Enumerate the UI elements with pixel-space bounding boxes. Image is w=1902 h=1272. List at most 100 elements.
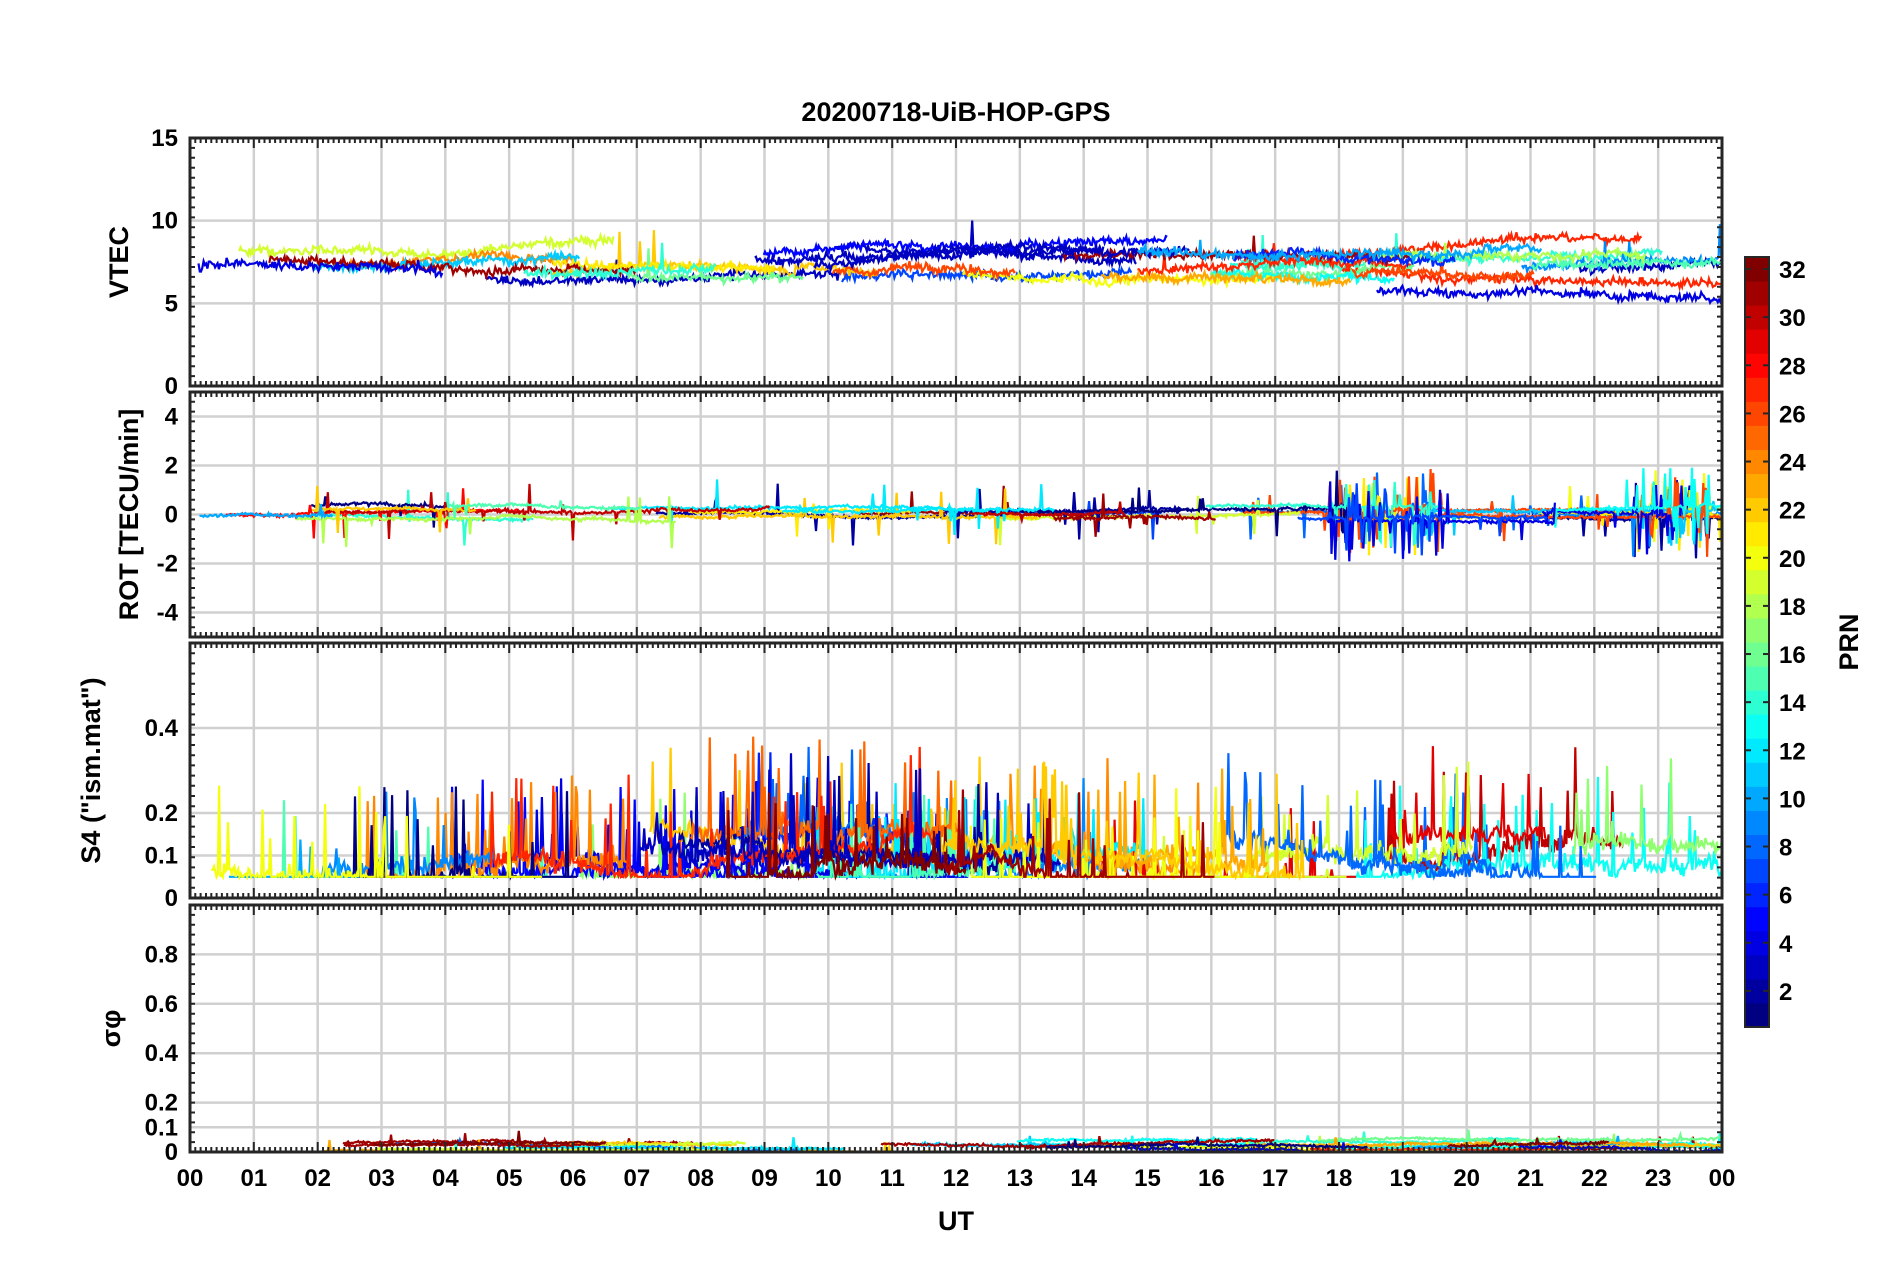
trace-prn-31 (268, 252, 637, 282)
colorbar-tick-label: 4 (1779, 931, 1793, 958)
trace-prn-22 (943, 761, 1305, 881)
x-tick-label: 11 (879, 1165, 904, 1192)
y-axis-label-vtec: VTEC (104, 226, 134, 298)
colorbar-tick-label: 24 (1779, 450, 1806, 477)
panel-rot: -4 -2 0 2 4 ROT [TECU/min] (114, 390, 1724, 639)
colorbar-tick-label: 32 (1779, 257, 1806, 284)
x-axis-label: UT (938, 1206, 974, 1236)
trace-prn-31 (1053, 493, 1216, 537)
x-tick-label: 16 (1198, 1165, 1225, 1192)
colorbar-label: PRN (1834, 613, 1864, 670)
trace-prn-23 (1251, 1137, 1690, 1150)
x-tick-label: 06 (560, 1165, 587, 1192)
colorbar-swatch (1745, 425, 1769, 450)
trace-prn-10 (199, 503, 334, 521)
y-tick-label: -2 (157, 551, 178, 578)
axis-frame (188, 390, 1724, 639)
y-tick-label: 0.2 (145, 800, 178, 827)
colorbar-tick-label: 2 (1779, 979, 1792, 1006)
trace-prn-19 (584, 1140, 746, 1149)
colorbar-swatch (1745, 714, 1769, 739)
trace-prn-31 (942, 789, 1215, 880)
x-tick-label: 01 (240, 1165, 267, 1192)
trace-prn-4 (197, 256, 444, 279)
colorbar-swatch (1745, 906, 1769, 932)
y-axis-label-rot: ROT [TECU/min] (114, 409, 144, 620)
y-tick-label: 0.2 (145, 1090, 178, 1117)
trace-prn-26 (1351, 261, 1535, 284)
trace-prn-16 (1321, 1129, 1722, 1145)
x-tick-label: 04 (432, 1165, 459, 1192)
colorbar-swatch (1745, 521, 1769, 547)
colorbar-tick-label: 28 (1779, 353, 1806, 380)
colorbar-tick-label: 12 (1779, 738, 1806, 765)
chart-title: 20200718-UiB-HOP-GPS (801, 97, 1110, 127)
y-tick-label: 0.1 (145, 1114, 178, 1141)
trace-prn-14 (1205, 479, 1443, 547)
y-tick-label: 0 (165, 885, 178, 912)
trace-prn-19 (1247, 761, 1474, 868)
x-tick-label: 08 (687, 1165, 714, 1192)
trace-prn-30 (971, 501, 1126, 525)
trace-prn-5 (762, 232, 1168, 261)
trace-prn-6 (1231, 245, 1456, 269)
colorbar-swatch (1745, 1002, 1769, 1028)
trace-prn-17 (1572, 758, 1722, 856)
axis-frame (188, 641, 1724, 900)
colorbar-tick-label: 18 (1779, 594, 1806, 621)
colorbar-tick-label: 26 (1779, 401, 1806, 428)
y-tick-label: 2 (165, 453, 178, 480)
trace-prn-22 (658, 488, 1038, 545)
x-tick-label: 22 (1581, 1165, 1608, 1192)
trace-prn-22 (311, 485, 477, 534)
axis-frame (188, 903, 1724, 1154)
y-tick-label: 15 (151, 125, 178, 152)
trace-prn-12 (782, 484, 989, 536)
x-tick-label: 21 (1517, 1165, 1544, 1192)
colorbar-frame (1744, 256, 1770, 1028)
y-axis-label-s4: S4 ("ism.mat") (76, 677, 106, 863)
x-tick-label: 20 (1453, 1165, 1480, 1192)
y-tick-label: 0.1 (145, 843, 178, 870)
trace-prn-4 (1541, 484, 1684, 555)
colorbar-swatch (1745, 377, 1769, 402)
x-tick-label: 18 (1326, 1165, 1353, 1192)
trace-prn-3 (813, 220, 1190, 274)
x-tick-label: 07 (623, 1165, 650, 1192)
x-tick-label: 00 (177, 1165, 204, 1192)
colorbar-swatch (1745, 858, 1769, 884)
y-tick-label: 10 (151, 208, 178, 235)
panel-s4: 0 0.1 0.2 0.4 S4 ("ism.mat") (76, 641, 1724, 912)
panel-vtec: 0 5 10 15 VTEC (104, 125, 1724, 400)
trace-prn-23 (1100, 268, 1352, 289)
colorbar-swatch (1745, 666, 1769, 691)
trace-prn-32 (372, 1130, 607, 1147)
colorbar-tick-label: 14 (1779, 690, 1806, 717)
trace-prn-4 (1326, 481, 1556, 562)
colorbar-tick-label: 8 (1779, 835, 1792, 862)
trace-prn-1 (1045, 1136, 1368, 1151)
trace-prn-10 (1136, 239, 1543, 266)
trace-prn-15 (1531, 255, 1722, 274)
y-tick-label: 5 (165, 290, 178, 317)
panel-sigma_phi: 00.10.2 0.4 0.6 0.8 σφ (96, 903, 1724, 1166)
x-tick-label: 12 (943, 1165, 970, 1192)
trace-prn-15 (448, 499, 641, 519)
x-tick-label: 15 (1134, 1165, 1161, 1192)
y-tick-label: 0.4 (145, 715, 179, 742)
trace-prn-1 (1011, 470, 1351, 541)
colorbar-swatch (1745, 954, 1769, 980)
trace-prn-20 (211, 785, 543, 881)
trace-prn-16 (627, 248, 804, 287)
y-tick-label: 0.8 (145, 941, 178, 968)
trace-prn-23 (1092, 768, 1268, 881)
trace-prn-4 (1375, 283, 1722, 306)
x-tick-label: 13 (1006, 1165, 1033, 1192)
colorbar-swatch (1745, 329, 1769, 354)
x-tick-label: 17 (1262, 1165, 1289, 1192)
trace-prn-32 (1446, 1137, 1609, 1149)
colorbar-tick-label: 22 (1779, 498, 1806, 525)
colorbar-swatch (1745, 762, 1769, 787)
colorbar-swatch (1745, 281, 1769, 306)
